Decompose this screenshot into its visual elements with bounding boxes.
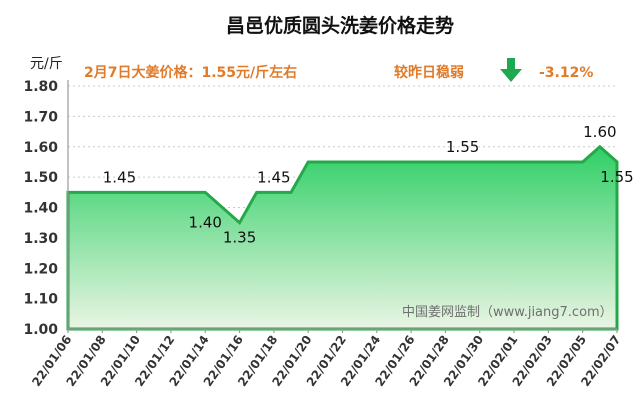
data-label: 1.40	[189, 214, 222, 232]
data-label: 1.45	[257, 168, 290, 186]
y-tick-label: 1.80	[23, 79, 58, 95]
price-area-fill	[66, 144, 619, 331]
price-area	[66, 144, 619, 331]
down-arrow-icon	[500, 58, 522, 82]
data-label: 1.60	[583, 123, 616, 141]
compare-change: -3.12%	[539, 65, 593, 81]
compare-label: 较昨日稳弱	[394, 64, 464, 81]
y-tick-label: 1.20	[23, 261, 58, 277]
data-label: 1.35	[223, 229, 256, 247]
data-labels: 1.45 1.401.35 1.45 1.55 1.60 1.55	[103, 123, 634, 247]
y-tick-label: 1.70	[23, 109, 58, 125]
x-axis-ticks: 22/01/0622/01/0822/01/1022/01/1222/01/14…	[29, 329, 623, 389]
y-tick-label: 1.00	[23, 322, 58, 338]
y-tick-label: 1.40	[23, 201, 58, 217]
data-label: 1.55	[446, 138, 479, 156]
y-tick-label: 1.10	[23, 292, 58, 308]
chart-title: 昌邑优质圆头洗姜价格走势	[226, 14, 454, 37]
watermark: 中国姜网监制（www.jiang7.com）	[402, 305, 613, 320]
y-axis-unit: 元/斤	[30, 56, 63, 72]
y-axis-ticks: 1.00 1.10 1.20 1.30 1.40 1.50 1.60 1.70 1.80	[23, 79, 58, 338]
y-tick-label: 1.50	[23, 170, 58, 186]
price-note: 2月7日大姜价格：1.55元/斤左右	[84, 64, 297, 81]
y-tick-label: 1.30	[23, 231, 58, 247]
y-tick-label: 1.60	[23, 140, 58, 156]
data-label: 1.45	[103, 168, 136, 186]
data-label: 1.55	[600, 168, 633, 186]
